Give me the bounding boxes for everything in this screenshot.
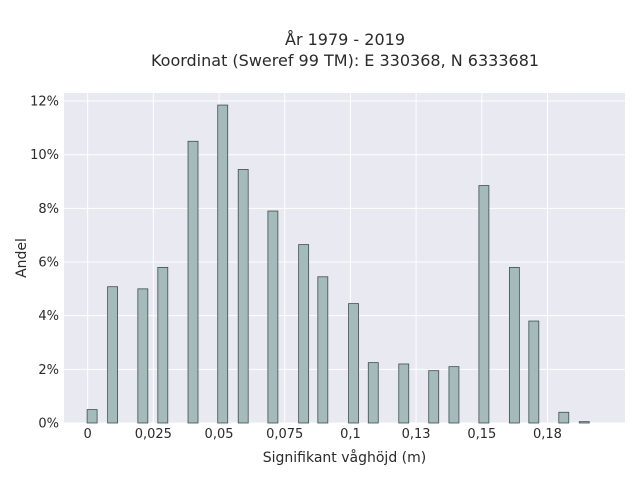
y-tick-label: 6% <box>38 256 59 271</box>
histogram-bar <box>267 210 279 424</box>
histogram-bar <box>137 288 149 424</box>
y-tick-label: 4% <box>38 309 59 324</box>
histogram-bar <box>86 409 98 424</box>
y-tick-label: 10% <box>30 148 59 163</box>
chart-title-line1: År 1979 - 2019 <box>285 30 405 49</box>
x-tick-label: 0,1 <box>340 427 361 442</box>
histogram-bar <box>107 286 119 424</box>
histogram-bar <box>448 366 460 424</box>
x-tick-label: 0,18 <box>533 427 562 442</box>
x-tick-label: 0 <box>84 427 92 442</box>
histogram-bar <box>298 244 310 424</box>
histogram-bar <box>217 104 229 424</box>
histogram-bar <box>528 320 540 424</box>
histogram-bar <box>558 411 570 424</box>
y-tick-label: 2% <box>38 363 59 378</box>
histogram-bar <box>578 421 590 424</box>
chart-title-line2: Koordinat (Sweref 99 TM): E 330368, N 63… <box>151 51 539 70</box>
x-tick-label: 0,075 <box>266 427 303 442</box>
histogram-bar <box>478 185 490 424</box>
histogram-bar <box>398 363 410 424</box>
y-tick-label: 12% <box>30 95 59 110</box>
histogram-bar <box>428 370 440 424</box>
x-tick-label: 0,15 <box>467 427 496 442</box>
histogram-bar <box>237 169 249 424</box>
y-tick-labels: 0% 2% 4% 6% 8% 10% 12% <box>30 95 59 432</box>
x-tick-label: 0,13 <box>402 427 431 442</box>
histogram-bar <box>348 303 359 424</box>
histogram-bar <box>508 266 520 424</box>
x-tick-labels: 0 0,025 0,05 0,075 0,1 0,13 0,15 0,18 <box>84 427 562 442</box>
histogram-bar <box>367 362 379 424</box>
histogram-bar <box>317 276 329 424</box>
y-axis-label: Andel <box>14 238 30 278</box>
y-tick-label: 8% <box>38 202 59 217</box>
y-tick-label: 0% <box>38 417 59 432</box>
histogram-bar <box>187 140 199 424</box>
x-tick-label: 0,05 <box>205 427 234 442</box>
histogram-bar <box>157 266 169 424</box>
x-tick-label: 0,025 <box>135 427 172 442</box>
x-axis-label: Signifikant våghöjd (m) <box>263 449 426 466</box>
bars <box>86 104 590 424</box>
